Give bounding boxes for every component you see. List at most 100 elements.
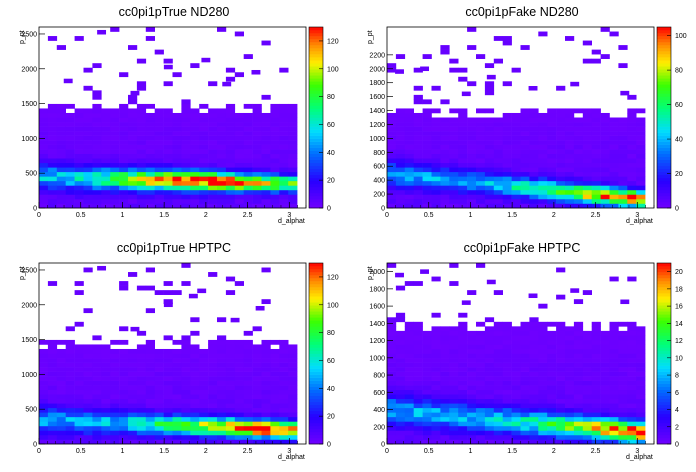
heatmap-cell (636, 389, 646, 395)
heatmap-cell (181, 412, 191, 418)
heatmap-cell (110, 389, 120, 395)
heatmap-cell (279, 126, 289, 132)
heatmap-cell (145, 176, 155, 182)
heatmap-cell (145, 407, 155, 413)
heatmap-cell (636, 126, 646, 132)
heatmap-cell (556, 371, 566, 377)
heatmap-cell (484, 389, 495, 395)
heatmap-cell (288, 185, 298, 191)
heatmap-cell (163, 180, 173, 186)
heatmap-cell (225, 434, 236, 440)
heatmap-cell (154, 203, 164, 209)
heatmap-outlier-cell (486, 74, 496, 80)
heatmap-cell (618, 153, 628, 159)
colorbar-segment (309, 69, 323, 73)
heatmap-cell (476, 131, 486, 136)
heatmap-cell (511, 403, 521, 409)
heatmap-cell (395, 198, 406, 204)
heatmap-cell (217, 180, 227, 186)
heatmap-cell (520, 189, 530, 195)
heatmap-cell (110, 339, 120, 345)
z-tick-label: 100 (327, 302, 339, 309)
heatmap-cell (413, 162, 423, 168)
heatmap-cell (582, 353, 592, 359)
heatmap-cell (422, 162, 432, 168)
heatmap-cell (217, 126, 227, 132)
heatmap-cell (56, 339, 66, 345)
x-tick-label: 1 (120, 448, 124, 455)
colorbar-segment (657, 126, 671, 130)
heatmap-cell (47, 176, 58, 182)
heatmap-cell (74, 36, 84, 41)
heatmap-cell (208, 144, 218, 150)
x-tick-label: 0 (385, 448, 389, 455)
heatmap-cell (538, 439, 548, 445)
heatmap-cell (609, 367, 619, 372)
colorbar-segment (309, 81, 323, 85)
heatmap-cell (547, 189, 557, 195)
heatmap-cell (83, 67, 93, 73)
heatmap-cell (110, 194, 120, 200)
heatmap-cell (234, 339, 244, 345)
z-tick-label: 60 (327, 122, 335, 129)
heatmap-cell (243, 54, 253, 59)
heatmap-cell (217, 149, 227, 155)
heatmap-cell (65, 149, 75, 155)
heatmap-cell (458, 67, 468, 73)
heatmap-cell (449, 348, 459, 354)
heatmap-cell (529, 180, 539, 186)
heatmap-cell (484, 185, 495, 191)
heatmap-cell (279, 203, 289, 209)
colorbar-segment (309, 338, 323, 342)
heatmap-cell (431, 194, 441, 200)
heatmap-cell (110, 385, 120, 391)
heatmap-cell (74, 203, 84, 209)
colorbar-segment (657, 350, 671, 354)
heatmap-cell (458, 371, 468, 377)
heatmap-cell (163, 126, 173, 132)
colorbar-segment (309, 126, 323, 130)
heatmap-cell (627, 198, 637, 204)
heatmap-cell (573, 376, 584, 381)
heatmap-cell (39, 362, 49, 368)
heatmap-cell (119, 126, 129, 132)
heatmap-cell (565, 425, 575, 431)
heatmap-cell (110, 353, 120, 359)
heatmap-cell (208, 380, 218, 386)
heatmap-cell (600, 376, 610, 381)
heatmap-cell (467, 176, 477, 182)
heatmap-cell (163, 131, 173, 136)
heatmap-cell (208, 81, 218, 87)
heatmap-cell (556, 376, 566, 381)
heatmap-cell (163, 421, 173, 427)
heatmap-cell (199, 421, 209, 427)
heatmap-cell (47, 117, 58, 123)
heatmap-cell (511, 344, 521, 350)
heatmap-cell (556, 85, 566, 91)
heatmap-cell (47, 122, 58, 127)
heatmap-cell (529, 317, 539, 323)
heatmap-cell (208, 385, 218, 391)
heatmap-cell (547, 198, 557, 204)
heatmap-cell (65, 425, 75, 431)
heatmap-cell (520, 330, 530, 336)
heatmap-cell (92, 371, 102, 377)
heatmap-cell (234, 353, 244, 359)
heatmap-cell (74, 434, 84, 440)
heatmap-cell (529, 362, 539, 368)
heatmap-cell (529, 416, 539, 422)
heatmap-cell (261, 398, 271, 404)
heatmap-cell (65, 189, 75, 195)
heatmap-cell (92, 416, 102, 422)
heatmap-cell (440, 167, 450, 173)
heatmap-cell (529, 176, 539, 182)
heatmap-cell (181, 185, 191, 191)
heatmap-cell (395, 353, 406, 359)
heatmap-cell (582, 171, 592, 177)
heatmap-cell (565, 434, 575, 440)
heatmap-cell (252, 416, 262, 422)
heatmap-cell (270, 149, 280, 155)
heatmap-cell (154, 122, 164, 127)
heatmap-cell (181, 358, 191, 363)
heatmap-cell (431, 198, 441, 204)
